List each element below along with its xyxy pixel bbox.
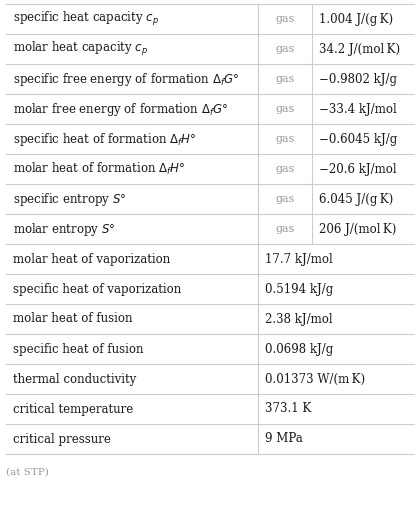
- Text: critical pressure: critical pressure: [13, 432, 111, 445]
- Text: 9 MPa: 9 MPa: [265, 432, 303, 445]
- Text: gas: gas: [275, 74, 294, 84]
- Text: molar heat of formation $\Delta_f H°$: molar heat of formation $\Delta_f H°$: [13, 161, 186, 177]
- Text: specific free energy of formation $\Delta_f G°$: specific free energy of formation $\Delt…: [13, 70, 239, 88]
- Text: gas: gas: [275, 14, 294, 24]
- Text: 1.004 J/(g K): 1.004 J/(g K): [319, 13, 393, 26]
- Text: critical temperature: critical temperature: [13, 403, 133, 416]
- Text: thermal conductivity: thermal conductivity: [13, 373, 136, 386]
- Text: specific entropy $S°$: specific entropy $S°$: [13, 191, 126, 207]
- Text: −33.4 kJ/mol: −33.4 kJ/mol: [319, 103, 396, 116]
- Text: 2.38 kJ/mol: 2.38 kJ/mol: [265, 313, 333, 326]
- Text: 6.045 J/(g K): 6.045 J/(g K): [319, 192, 393, 205]
- Text: gas: gas: [275, 44, 294, 54]
- Text: specific heat of formation $\Delta_f H°$: specific heat of formation $\Delta_f H°$: [13, 130, 197, 147]
- Text: specific heat of fusion: specific heat of fusion: [13, 342, 144, 355]
- Text: molar heat of vaporization: molar heat of vaporization: [13, 253, 170, 266]
- Text: −0.9802 kJ/g: −0.9802 kJ/g: [319, 72, 396, 85]
- Text: gas: gas: [275, 164, 294, 174]
- Text: (at STP): (at STP): [6, 468, 49, 477]
- Text: −20.6 kJ/mol: −20.6 kJ/mol: [319, 163, 396, 176]
- Text: 17.7 kJ/mol: 17.7 kJ/mol: [265, 253, 333, 266]
- Text: molar entropy $S°$: molar entropy $S°$: [13, 220, 116, 238]
- Text: 34.2 J/(mol K): 34.2 J/(mol K): [319, 43, 400, 56]
- Text: specific heat capacity $c_p$: specific heat capacity $c_p$: [13, 10, 159, 28]
- Text: molar heat of fusion: molar heat of fusion: [13, 313, 132, 326]
- Text: 206 J/(mol K): 206 J/(mol K): [319, 222, 396, 235]
- Text: molar heat capacity $c_p$: molar heat capacity $c_p$: [13, 40, 148, 58]
- Text: −0.6045 kJ/g: −0.6045 kJ/g: [319, 132, 397, 145]
- Text: gas: gas: [275, 134, 294, 144]
- Text: gas: gas: [275, 104, 294, 114]
- Text: specific heat of vaporization: specific heat of vaporization: [13, 282, 181, 295]
- Text: gas: gas: [275, 194, 294, 204]
- Text: molar free energy of formation $\Delta_f G°$: molar free energy of formation $\Delta_f…: [13, 101, 228, 118]
- Text: gas: gas: [275, 224, 294, 234]
- Text: 373.1 K: 373.1 K: [265, 403, 311, 416]
- Text: 0.0698 kJ/g: 0.0698 kJ/g: [265, 342, 333, 355]
- Text: 0.5194 kJ/g: 0.5194 kJ/g: [265, 282, 333, 295]
- Text: 0.01373 W/(m K): 0.01373 W/(m K): [265, 373, 365, 386]
